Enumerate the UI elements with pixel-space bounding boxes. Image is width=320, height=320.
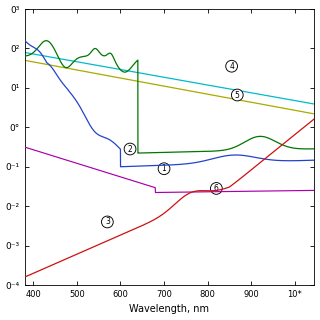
Text: 4: 4	[229, 62, 234, 71]
Text: 6: 6	[214, 184, 219, 193]
Text: 2: 2	[128, 145, 132, 154]
X-axis label: Wavelength, nm: Wavelength, nm	[130, 304, 210, 315]
Text: 3: 3	[105, 218, 110, 227]
Text: 5: 5	[235, 91, 240, 100]
Text: 1: 1	[162, 164, 166, 173]
